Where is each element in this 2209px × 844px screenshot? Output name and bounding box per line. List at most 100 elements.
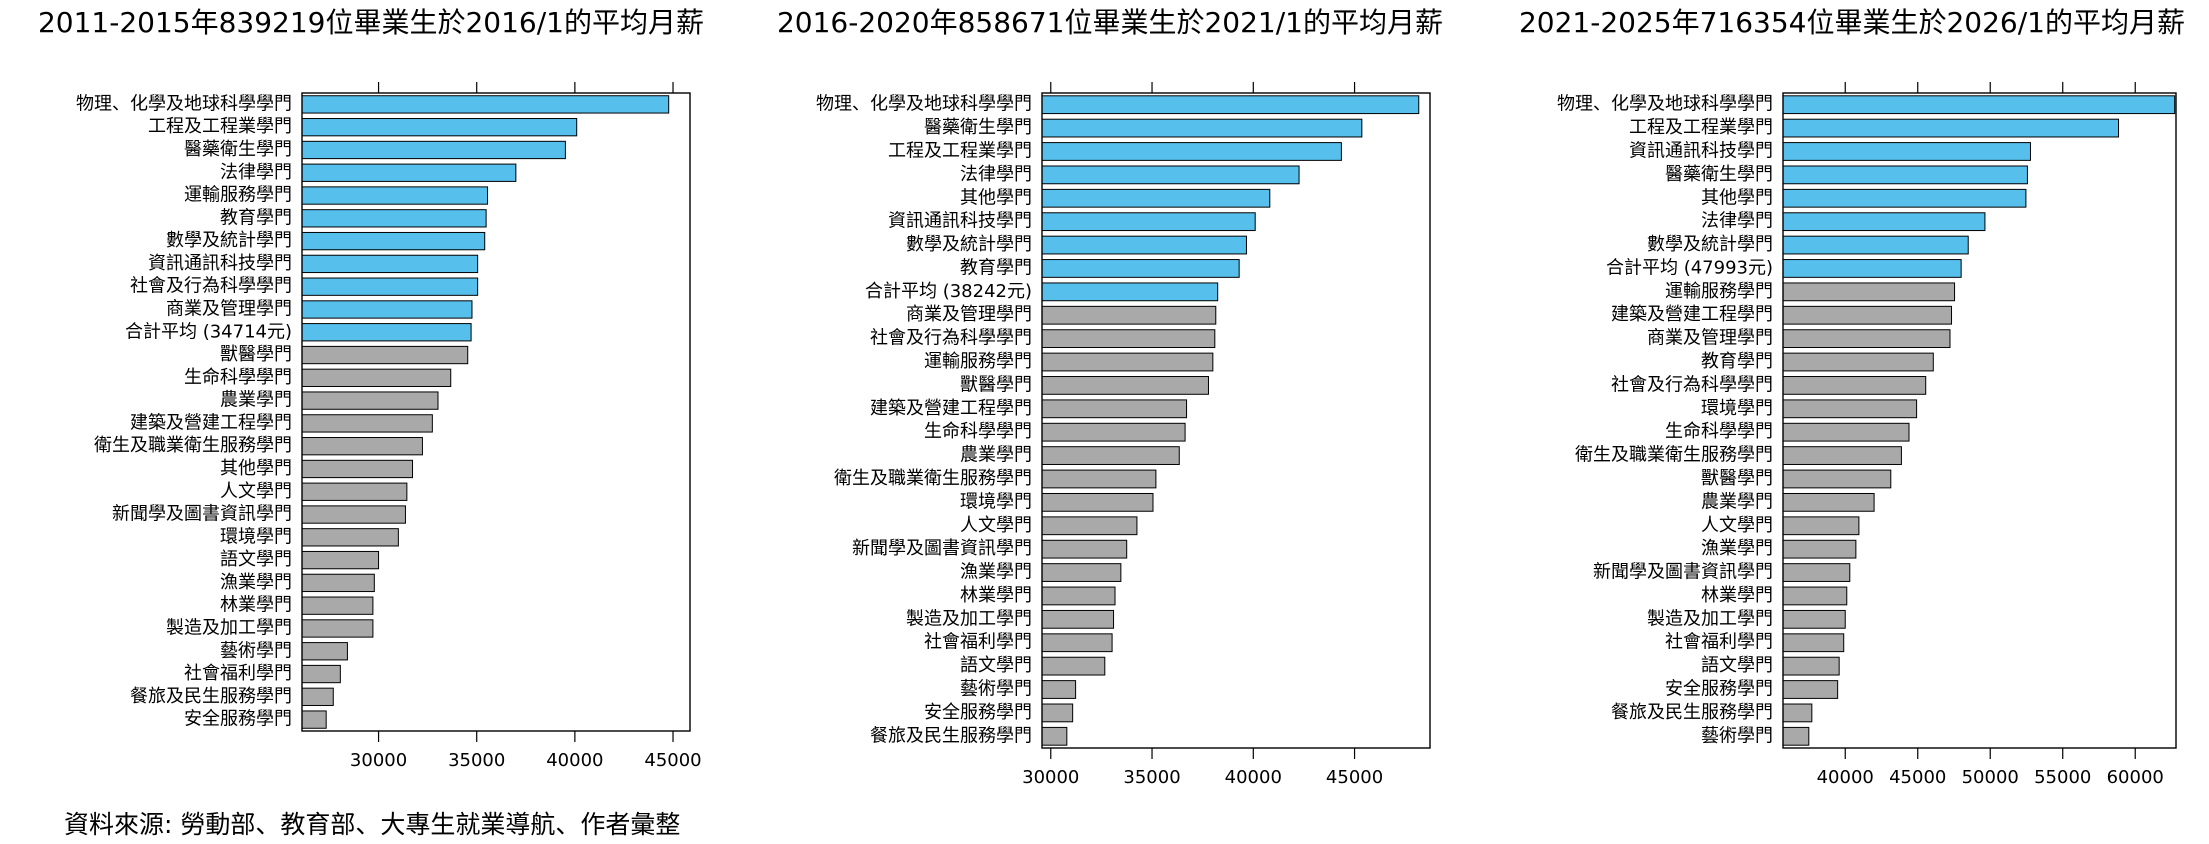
bar: [1782, 469, 1892, 489]
category-label: 商業及管理學門: [166, 298, 292, 319]
category-label: 製造及加工學門: [1647, 608, 1773, 629]
category-label: 人文學門: [960, 515, 1032, 536]
x-tick-label: 30000: [350, 750, 407, 771]
category-label: 工程及工程業學門: [1629, 117, 1773, 138]
category-label: 醫藥衛生學門: [924, 117, 1032, 138]
bar: [1041, 329, 1216, 349]
category-label: 衛生及職業衛生服務學門: [834, 468, 1032, 489]
bar: [1041, 165, 1300, 185]
category-label: 語文學門: [1701, 655, 1773, 676]
category-label: 藝術學門: [960, 679, 1032, 700]
category-label: 漁業學門: [960, 562, 1032, 583]
bar: [301, 550, 380, 570]
category-label: 安全服務學門: [924, 702, 1032, 723]
category-label: 安全服務學門: [1665, 679, 1773, 700]
category-label: 其他學門: [1701, 187, 1773, 208]
category-label: 餐旅及民生服務學門: [870, 725, 1032, 746]
category-label: 藝術學門: [1701, 725, 1773, 746]
bar: [1782, 422, 1910, 442]
category-label: 教育學門: [960, 257, 1032, 278]
bar: [301, 687, 334, 706]
bar: [1041, 212, 1256, 232]
category-label: 物理、化學及地球科學學門: [1557, 94, 1773, 115]
bar: [301, 619, 374, 638]
bar: [1041, 118, 1363, 138]
bar: [301, 368, 452, 387]
bar: [1782, 142, 2031, 161]
chart-title: 2016-2020年858671位畢業生於2021/1的平均月薪: [777, 6, 1443, 39]
category-label: 獸醫學門: [220, 344, 292, 365]
bar: [1041, 680, 1077, 699]
bar: [301, 664, 341, 684]
category-label: 獸醫學門: [1701, 468, 1773, 489]
category-label: 社會福利學門: [184, 663, 292, 684]
bar: [301, 459, 414, 479]
x-tick-label: 45000: [1326, 767, 1383, 788]
bar: [1782, 680, 1839, 699]
category-label: 林業學門: [1701, 585, 1773, 606]
bar: [301, 186, 489, 205]
x-tick-label: 35000: [1123, 767, 1180, 788]
category-label: 商業及管理學門: [1647, 328, 1773, 349]
bar: [1041, 586, 1116, 606]
category-label: 生命科學學門: [1665, 421, 1773, 442]
bar: [1041, 235, 1247, 255]
bar: [1782, 188, 2027, 208]
bar: [301, 300, 473, 319]
bar: [1782, 235, 1969, 255]
bar: [1041, 703, 1074, 723]
x-tick-label: 40000: [1225, 767, 1282, 788]
bar: [301, 528, 399, 547]
bar: [301, 414, 433, 433]
bar: [1041, 305, 1217, 325]
x-tick-label: 40000: [546, 750, 603, 771]
category-label: 新聞學及圖書資訊學門: [1593, 562, 1773, 583]
chart-title: 2011-2015年839219位畢業生於2016/1的平均月薪: [38, 6, 704, 39]
bar: [1041, 539, 1128, 559]
x-tick-label: 50000: [1962, 767, 2019, 788]
bar: [1782, 329, 1951, 349]
bar: [1782, 118, 2120, 138]
category-label: 農業學門: [1701, 491, 1773, 512]
category-label: 數學及統計學門: [166, 230, 292, 251]
bar: [1782, 212, 1986, 232]
bar: [1041, 282, 1219, 302]
x-tick-label: 45000: [1889, 767, 1946, 788]
bar: [1041, 516, 1138, 536]
category-label: 漁業學門: [220, 572, 292, 593]
category-label: 安全服務學門: [184, 709, 292, 730]
category-label: 合計平均 (34714元): [125, 321, 292, 342]
category-label: 資訊通訊科技學門: [888, 211, 1032, 232]
bar: [301, 163, 517, 182]
bar: [301, 437, 423, 456]
bar: [301, 323, 472, 342]
category-label: 生命科學學門: [924, 421, 1032, 442]
bar: [1782, 609, 1846, 629]
x-tick-label: 40000: [1817, 767, 1874, 788]
bar: [1782, 259, 1962, 278]
bar: [1041, 376, 1209, 395]
category-label: 醫藥衛生學門: [1665, 164, 1773, 185]
bar: [1041, 188, 1271, 208]
bar: [1041, 656, 1106, 676]
category-label: 語文學門: [960, 655, 1032, 676]
bar: [301, 277, 479, 296]
bar: [1041, 446, 1180, 465]
bar: [1041, 95, 1420, 115]
category-label: 衛生及職業衛生服務學門: [1575, 445, 1773, 466]
x-tick-label: 45000: [644, 750, 701, 771]
category-label: 其他學門: [220, 458, 292, 479]
bar: [301, 254, 479, 274]
category-label: 運輸服務學門: [924, 351, 1032, 372]
bar: [301, 573, 375, 593]
category-label: 農業學門: [220, 390, 292, 411]
bar: [1782, 376, 1927, 395]
category-label: 農業學門: [960, 445, 1032, 466]
category-label: 藝術學門: [220, 640, 292, 661]
chart-title: 2021-2025年716354位畢業生於2026/1的平均月薪: [1519, 6, 2185, 39]
bar: [1041, 352, 1214, 372]
category-label: 建築及營建工程學門: [130, 412, 292, 433]
bar: [1782, 446, 1902, 465]
bar: [1041, 563, 1122, 582]
bar: [1041, 259, 1240, 278]
